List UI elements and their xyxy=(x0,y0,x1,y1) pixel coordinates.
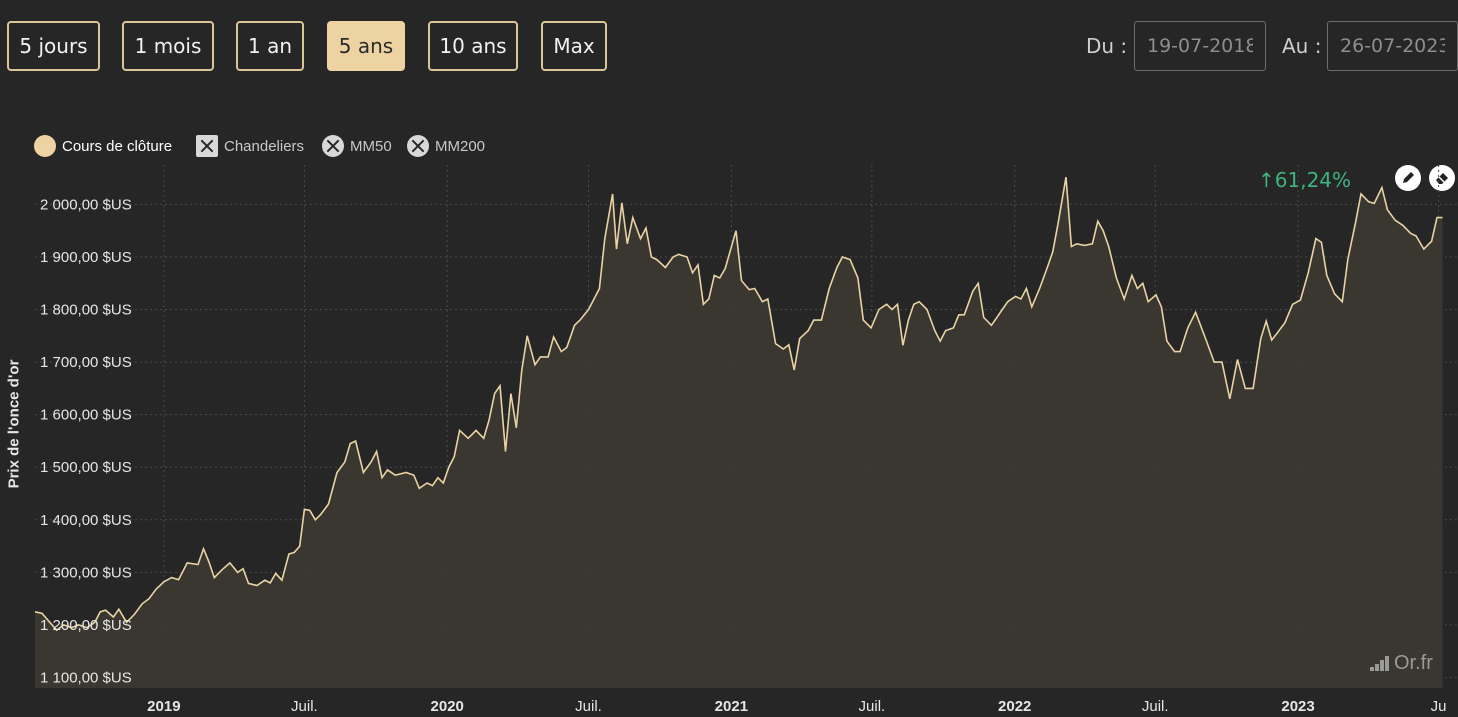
y-tick-label: 1 300,00 $US xyxy=(40,564,132,581)
y-tick-label: 1 800,00 $US xyxy=(40,302,132,319)
y-tick-label: 1 100,00 $US xyxy=(40,669,132,686)
range-button-max[interactable]: Max xyxy=(541,21,607,71)
watermark: Or.fr xyxy=(1370,652,1433,675)
y-tick-label: 2 000,00 $US xyxy=(40,196,132,213)
to-date-label: Au : xyxy=(1282,34,1322,58)
performance-value: 61,24% xyxy=(1274,168,1352,192)
x-tick-label: 2020 xyxy=(431,698,464,715)
y-tick-label: 1 400,00 $US xyxy=(40,512,132,529)
legend-label-mm50: MM50 xyxy=(350,137,392,155)
legend-item-mm200[interactable]: MM200 xyxy=(407,134,485,158)
x-tick-label: 2023 xyxy=(1281,698,1314,715)
x-tick-label: Juil. xyxy=(1142,698,1169,715)
to-date-input[interactable] xyxy=(1327,21,1458,71)
y-tick-label: 1 600,00 $US xyxy=(40,407,132,424)
pencil-icon[interactable] xyxy=(1395,165,1421,191)
range-button-1-year[interactable]: 1 an xyxy=(236,21,304,71)
x-circle-icon xyxy=(322,135,344,157)
y-tick-label: 1 200,00 $US xyxy=(40,617,132,634)
range-button-5-days[interactable]: 5 jours xyxy=(7,21,100,71)
y-tick-label: 1 500,00 $US xyxy=(40,459,132,476)
from-date-input[interactable] xyxy=(1134,21,1266,71)
watermark-text: Or.fr xyxy=(1394,652,1433,674)
x-square-icon xyxy=(196,135,218,157)
legend-label-mm200: MM200 xyxy=(435,137,486,155)
legend-label-close: Cours de clôture xyxy=(62,137,173,155)
range-button-10-years[interactable]: 10 ans xyxy=(428,21,518,71)
x-tick-label: Ju xyxy=(1431,698,1447,715)
arrow-up-icon: ↑ xyxy=(1258,168,1275,192)
legend-item-mm50[interactable]: MM50 xyxy=(322,134,392,158)
y-axis: 1 100,00 $US 1 200,00 $US 1 300,00 $US 1 40… xyxy=(40,196,132,686)
x-tick-label: 2019 xyxy=(147,698,180,715)
legend-item-candles[interactable]: Chandeliers xyxy=(196,134,304,158)
y-tick-label: 1 700,00 $US xyxy=(40,354,132,371)
from-date-label: Du : xyxy=(1086,34,1128,58)
x-tick-label: Juil. xyxy=(859,698,886,715)
x-tick-label: 2022 xyxy=(998,698,1031,715)
legend-label-candles: Chandeliers xyxy=(224,137,305,155)
price-area xyxy=(35,177,1443,688)
range-button-1-month[interactable]: 1 mois xyxy=(122,21,214,71)
x-tick-label: Juil. xyxy=(575,698,602,715)
range-button-5-years[interactable]: 5 ans xyxy=(327,21,405,71)
x-circle-icon xyxy=(407,135,429,157)
y-tick-label: 1 900,00 $US xyxy=(40,249,132,266)
x-tick-label: 2021 xyxy=(715,698,748,715)
x-tick-label: Juil. xyxy=(291,698,318,715)
price-line xyxy=(34,176,1443,632)
filled-circle-icon xyxy=(34,135,56,157)
x-axis: 2019 Juil. 2020 Juil. 2021 Juil. 2022 Juil. 2023… xyxy=(147,698,1446,715)
bars-logo-icon xyxy=(1370,655,1389,671)
legend-item-close[interactable]: Cours de clôture xyxy=(34,134,172,158)
performance-badge: ↑61,24% xyxy=(1258,168,1351,192)
